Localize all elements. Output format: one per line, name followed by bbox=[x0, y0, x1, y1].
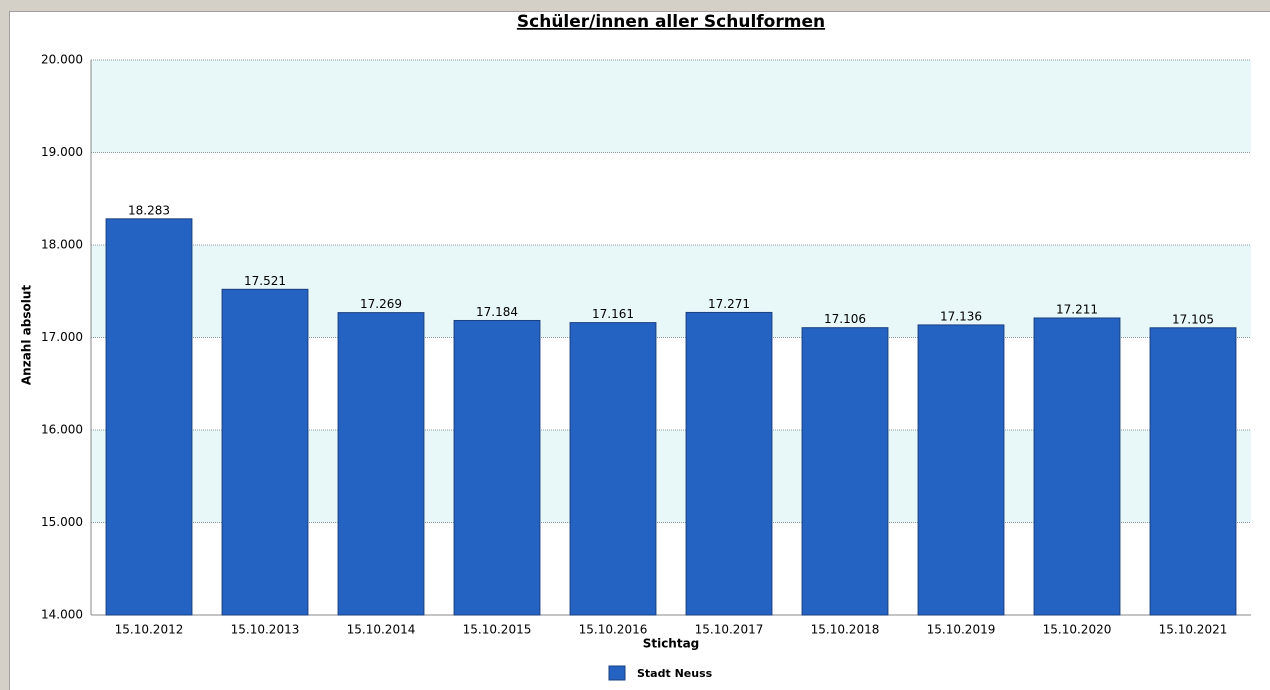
y-tick-label: 18.000 bbox=[41, 238, 83, 252]
bar bbox=[1149, 327, 1237, 616]
x-tick-label: 15.10.2018 bbox=[811, 623, 880, 637]
y-axis-label: Anzahl absolut bbox=[20, 285, 34, 385]
x-axis-label: Stichtag bbox=[643, 637, 700, 651]
value-label: 17.211 bbox=[1056, 302, 1098, 316]
value-label: 17.269 bbox=[360, 297, 402, 311]
x-tick-label: 15.10.2013 bbox=[231, 623, 300, 637]
x-tick-label: 15.10.2015 bbox=[463, 623, 532, 637]
y-tick-label: 15.000 bbox=[41, 515, 83, 529]
chart-title: Schüler/innen aller Schulformen bbox=[517, 12, 825, 32]
value-label: 17.521 bbox=[244, 274, 286, 288]
y-tick-label: 16.000 bbox=[41, 423, 83, 437]
value-label: 17.271 bbox=[708, 297, 750, 311]
bar bbox=[337, 312, 425, 616]
x-tick-label: 15.10.2016 bbox=[579, 623, 648, 637]
value-label: 17.136 bbox=[940, 309, 982, 323]
bar bbox=[221, 288, 309, 616]
bar bbox=[569, 322, 657, 616]
x-tick-label: 15.10.2020 bbox=[1043, 623, 1112, 637]
x-tick-label: 15.10.2019 bbox=[927, 623, 996, 637]
value-label: 18.283 bbox=[128, 203, 170, 217]
y-tick-label: 19.000 bbox=[41, 145, 83, 159]
value-label: 17.105 bbox=[1172, 312, 1214, 326]
y-tick-label: 14.000 bbox=[41, 608, 83, 622]
x-tick-label: 15.10.2021 bbox=[1159, 623, 1228, 637]
bar bbox=[105, 218, 193, 616]
plot-band bbox=[91, 60, 1251, 153]
bar bbox=[917, 324, 1005, 616]
y-tick-label: 20.000 bbox=[41, 53, 83, 67]
bar bbox=[801, 327, 889, 616]
value-label: 17.161 bbox=[592, 307, 634, 321]
x-tick-label: 15.10.2012 bbox=[115, 623, 184, 637]
legend-swatch bbox=[608, 665, 626, 681]
value-label: 17.184 bbox=[476, 305, 518, 319]
legend-label: Stadt Neuss bbox=[637, 667, 713, 680]
x-tick-label: 15.10.2017 bbox=[695, 623, 764, 637]
bar bbox=[685, 311, 773, 616]
bar bbox=[453, 319, 541, 616]
x-tick-label: 15.10.2014 bbox=[347, 623, 416, 637]
y-tick-label: 17.000 bbox=[41, 330, 83, 344]
value-label: 17.106 bbox=[824, 312, 866, 326]
bar bbox=[1033, 317, 1121, 616]
